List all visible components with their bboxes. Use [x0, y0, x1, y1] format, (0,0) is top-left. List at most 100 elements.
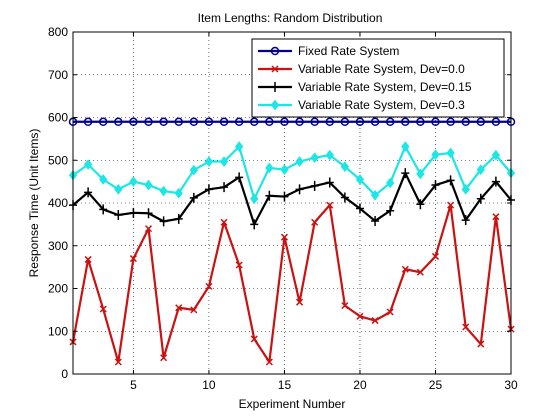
data-point — [341, 302, 349, 310]
data-point — [356, 312, 364, 320]
data-point — [99, 305, 107, 313]
data-point — [83, 117, 93, 127]
data-point — [386, 205, 395, 216]
data-point — [401, 168, 410, 179]
data-point — [144, 225, 153, 233]
data-point — [83, 159, 93, 170]
data-point — [401, 265, 409, 273]
data-point — [265, 117, 274, 127]
data-point — [249, 117, 259, 127]
y-tick-label: 400 — [48, 196, 68, 210]
data-point — [129, 255, 137, 263]
y-tick-label: 200 — [48, 282, 68, 296]
data-point — [280, 117, 289, 127]
data-point — [296, 298, 304, 306]
data-point — [401, 141, 410, 152]
data-point — [235, 261, 243, 269]
data-point — [310, 180, 319, 191]
data-point — [476, 164, 485, 175]
data-point — [326, 201, 334, 209]
data-point — [491, 117, 501, 127]
data-point — [386, 177, 395, 189]
legend-marker — [270, 99, 280, 111]
data-point — [174, 117, 183, 127]
data-point — [174, 187, 183, 199]
data-point — [114, 358, 122, 366]
data-point — [99, 174, 108, 185]
data-point — [355, 203, 364, 214]
data-point — [416, 199, 425, 210]
data-point — [311, 218, 319, 226]
data-point — [84, 187, 93, 198]
legend-marker — [271, 82, 279, 92]
data-point — [355, 174, 365, 185]
axis-ticks: 0 100 200 300 400 500 600 700 800 5 10 15 20 25 30 — [48, 25, 518, 392]
data-point — [144, 117, 153, 127]
y-tick-label: 300 — [48, 239, 68, 253]
data-point — [220, 218, 228, 226]
data-point — [144, 179, 153, 191]
data-point — [416, 168, 425, 180]
data-point — [129, 117, 138, 127]
data-point — [204, 156, 214, 167]
data-point — [401, 117, 410, 127]
x-tick-label: 25 — [429, 378, 443, 392]
data-point — [219, 156, 229, 167]
data-point — [325, 117, 335, 127]
data-point — [159, 216, 168, 227]
data-point — [144, 208, 153, 219]
data-point — [174, 213, 183, 224]
data-point — [220, 182, 229, 193]
chart-title: Item Lengths: Random Distribution — [198, 11, 383, 25]
data-point — [129, 176, 138, 187]
legend-entry-label: Variable Rate System, Dev=0.0 — [298, 62, 465, 76]
data-point — [265, 162, 274, 174]
data-point — [476, 193, 485, 204]
data-point — [491, 176, 500, 187]
data-point — [431, 252, 440, 260]
legend-entry-label: Variable Rate System, Dev=0.3 — [298, 98, 465, 112]
data-point — [235, 172, 244, 183]
data-point — [84, 255, 92, 263]
legend-marker — [270, 46, 280, 56]
data-point — [295, 156, 304, 167]
data-point — [160, 354, 168, 362]
x-tick-label: 15 — [278, 378, 292, 392]
series-lines — [68, 117, 516, 366]
x-tick-label: 5 — [130, 378, 137, 392]
data-point — [447, 201, 455, 209]
data-point — [431, 180, 440, 191]
data-point — [114, 184, 123, 195]
legend-marker — [271, 65, 279, 73]
data-point — [114, 209, 123, 220]
data-point — [371, 215, 380, 226]
data-point — [295, 117, 304, 127]
x-tick-label: 20 — [353, 378, 367, 392]
data-point — [159, 185, 168, 197]
data-point — [234, 117, 244, 127]
x-tick-label: 30 — [504, 378, 518, 392]
y-tick-label: 700 — [48, 68, 68, 82]
data-point — [416, 117, 425, 127]
y-tick-label: 500 — [48, 153, 68, 167]
data-point — [189, 117, 199, 127]
data-point — [340, 192, 349, 203]
data-point — [461, 215, 470, 226]
data-point — [477, 340, 485, 348]
y-tick-label: 100 — [48, 324, 68, 338]
data-point — [235, 141, 244, 152]
data-point — [204, 184, 213, 195]
data-point — [189, 192, 198, 203]
data-point — [325, 177, 334, 188]
data-point — [370, 117, 380, 127]
data-point — [189, 164, 198, 176]
data-point — [462, 323, 470, 331]
data-point — [446, 147, 455, 159]
series-line — [71, 204, 513, 364]
data-point — [416, 268, 424, 276]
data-point — [99, 204, 108, 215]
data-point — [385, 117, 395, 127]
data-point — [280, 191, 289, 202]
data-point — [431, 117, 440, 127]
